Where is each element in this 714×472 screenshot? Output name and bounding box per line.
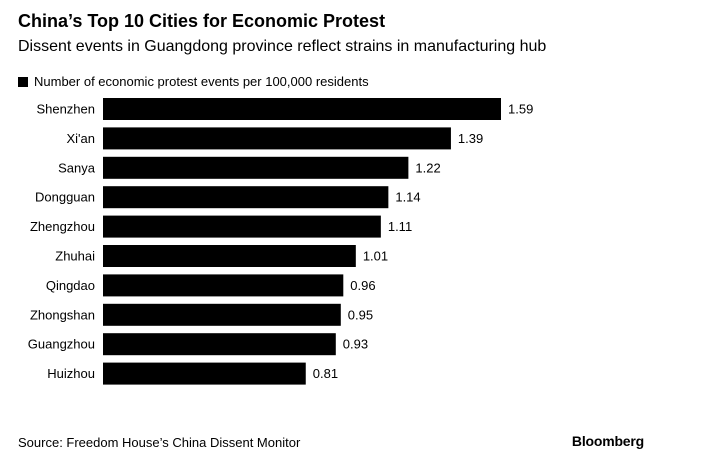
bar bbox=[103, 215, 381, 238]
bar bbox=[103, 245, 356, 267]
bar bbox=[103, 303, 341, 326]
category-label: Sanya bbox=[58, 160, 96, 175]
category-label: Shenzhen bbox=[36, 102, 95, 117]
chart-subtitle: Dissent events in Guangdong province ref… bbox=[18, 38, 547, 55]
category-label: Zhongshan bbox=[30, 307, 95, 322]
value-label: 0.93 bbox=[343, 337, 368, 352]
value-label: 1.11 bbox=[388, 219, 412, 234]
value-label: 1.14 bbox=[395, 190, 420, 205]
chart-legend: Number of economic protest events per 10… bbox=[18, 74, 369, 89]
bar bbox=[103, 186, 389, 209]
value-label: 1.22 bbox=[415, 160, 440, 175]
bar bbox=[103, 98, 501, 120]
legend-label: Number of economic protest events per 10… bbox=[34, 74, 369, 89]
category-label: Qingdao bbox=[46, 278, 95, 293]
category-label: Dongguan bbox=[35, 190, 95, 205]
category-label: Xi'an bbox=[66, 131, 95, 146]
category-label: Guangzhou bbox=[28, 337, 95, 352]
bar bbox=[103, 156, 409, 179]
category-label: Zhengzhou bbox=[30, 219, 95, 234]
value-label: 0.96 bbox=[350, 278, 375, 293]
source-note: Source: Freedom House’s China Dissent Mo… bbox=[18, 435, 301, 450]
value-label: 1.01 bbox=[363, 249, 388, 264]
bar bbox=[103, 333, 336, 356]
legend-swatch bbox=[18, 76, 28, 87]
value-label: 1.59 bbox=[508, 102, 533, 117]
value-label: 1.39 bbox=[458, 131, 483, 146]
category-label: Zhuhai bbox=[55, 249, 95, 264]
value-label: 0.95 bbox=[348, 307, 373, 322]
bar-chart: Shenzhen 1.59 Xi'an 1.39 Sanya 1.22 Dongguan 1.… bbox=[28, 98, 533, 385]
bar bbox=[103, 127, 451, 150]
chart-title: China’s Top 10 Cities for Economic Prote… bbox=[18, 11, 386, 31]
bar bbox=[103, 274, 344, 297]
bloomberg-logo: Bloomberg bbox=[571, 433, 644, 449]
category-label: Huizhou bbox=[47, 366, 95, 381]
value-label: 0.81 bbox=[313, 366, 338, 381]
bar bbox=[103, 362, 306, 385]
